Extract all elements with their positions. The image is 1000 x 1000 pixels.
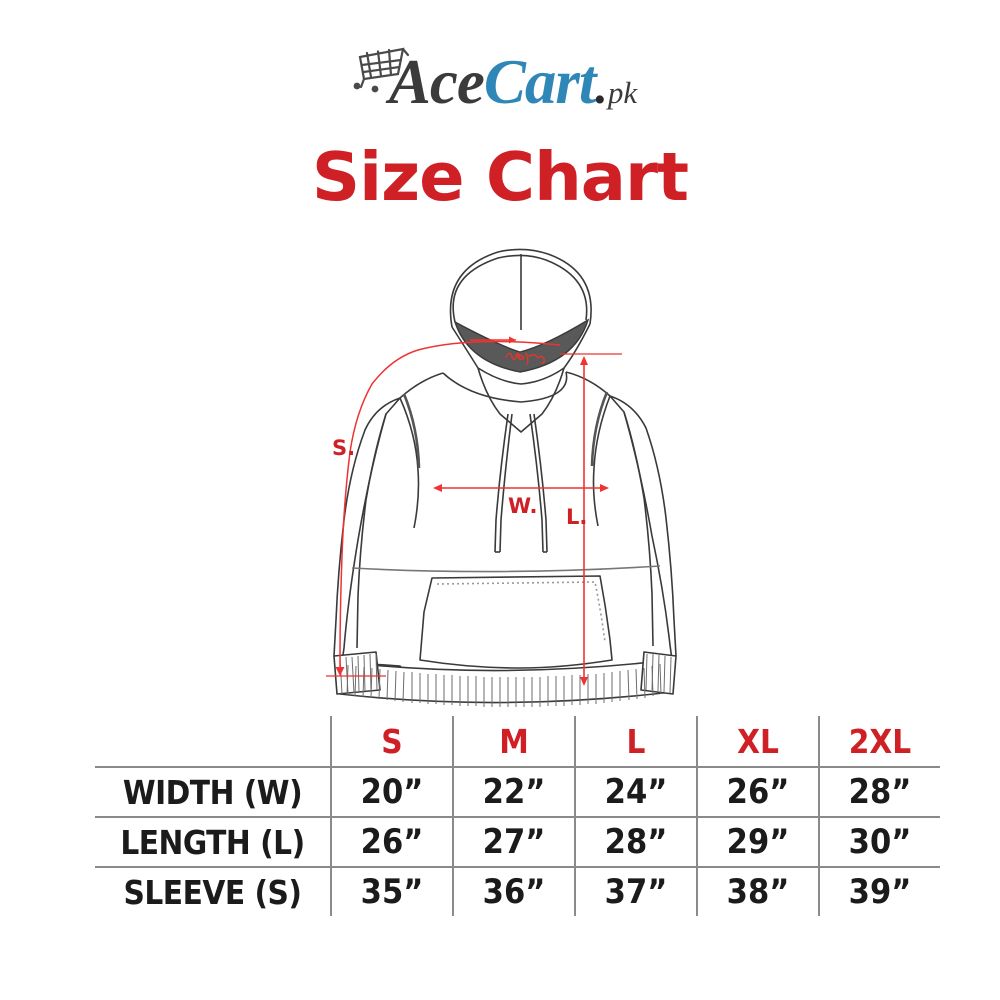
kangaroo-pocket xyxy=(419,575,613,669)
header-size-xl: XL xyxy=(696,716,819,768)
left-shoulder-shade xyxy=(402,393,421,469)
right-cuff xyxy=(640,651,677,695)
cart-wheel-left-icon xyxy=(353,82,361,90)
left-armhole-seam xyxy=(399,397,420,529)
header-size-2xl: 2XL xyxy=(818,716,940,768)
hood-interior-shape xyxy=(453,318,590,373)
cell-length-xl: 29” xyxy=(696,817,819,868)
cell-length-m: 27” xyxy=(452,817,575,868)
page-title: Size Chart xyxy=(311,138,689,216)
brand-logo: Ace Cart . pk xyxy=(0,44,1000,120)
hem-ribbing-block xyxy=(339,659,673,704)
left-sleeve-outline xyxy=(333,397,401,663)
width-arrow-right xyxy=(600,484,609,492)
cell-sleeve-s: 35” xyxy=(330,867,453,916)
brand-ace-text: Ace xyxy=(388,47,485,117)
left-sleeve-inner-seam xyxy=(356,413,387,649)
sleeve-measure-line xyxy=(326,340,561,677)
measurement-overlay xyxy=(326,336,622,686)
length-arrow-top xyxy=(580,356,588,365)
label-sleeve: S. xyxy=(332,436,355,460)
length-measure-line xyxy=(560,353,622,686)
cart-wheel-right-icon xyxy=(371,85,379,93)
cell-width-xl: 26” xyxy=(696,767,819,818)
row-label-length: LENGTH (L) xyxy=(95,817,331,868)
brand-cart-text: Cart xyxy=(483,47,597,117)
brand-dot: . xyxy=(595,58,608,114)
cell-sleeve-l: 37” xyxy=(574,867,697,916)
hood-outer-outline xyxy=(449,248,592,328)
brand-pk-text: pk xyxy=(607,75,638,110)
width-measure-line xyxy=(433,484,609,492)
header-size-m: M xyxy=(452,716,575,768)
left-cuff xyxy=(333,651,381,695)
right-armhole-seam xyxy=(592,395,611,527)
cell-width-l: 24” xyxy=(574,767,697,818)
hem-rib-lines xyxy=(346,663,662,707)
pocket-stitch xyxy=(436,581,606,643)
size-table: S M L XL 2XL WIDTH (W) 20” 22” 24” 26” 2… xyxy=(95,716,940,916)
hood-arrow xyxy=(470,336,516,344)
drawstring-left-b xyxy=(499,413,513,553)
header-size-s: S xyxy=(330,716,453,768)
collar-lower-edge xyxy=(442,371,568,403)
drawstring-right xyxy=(533,413,548,553)
cell-sleeve-xl: 38” xyxy=(696,867,819,916)
cuff-rib-lines xyxy=(339,653,672,695)
size-table-grid: S M L XL 2XL WIDTH (W) 20” 22” 24” 26” 2… xyxy=(95,716,940,916)
label-width: W. xyxy=(508,494,537,518)
row-label-width: WIDTH (W) xyxy=(95,767,331,818)
row-label-sleeve: SLEEVE (S) xyxy=(123,872,302,912)
table-corner-cell xyxy=(95,716,331,768)
right-sleeve-outline xyxy=(609,395,677,661)
table-row-length: LENGTH (L) 26” 27” 28” 29” 30” xyxy=(95,817,940,868)
cell-length-2xl: 30” xyxy=(818,817,940,868)
cell-sleeve-2xl: 39” xyxy=(818,867,940,916)
right-sleeve-inner-seam xyxy=(623,411,654,647)
drawstring-right-b xyxy=(529,413,544,553)
cell-width-2xl: 28” xyxy=(818,767,940,818)
cell-width-m: 22” xyxy=(452,767,575,818)
hoodie-body-outline xyxy=(341,371,673,678)
hood-inner-line xyxy=(452,254,588,323)
cell-length-s: 26” xyxy=(330,817,453,868)
table-row-sleeve: SLEEVE (S) 35” 36” 37” 38” 39” xyxy=(95,867,940,916)
cell-sleeve-m: 36” xyxy=(452,867,575,916)
shopping-cart-icon xyxy=(353,47,409,93)
cell-length-l: 28” xyxy=(574,817,697,868)
right-shoulder-shade xyxy=(590,391,609,467)
length-arrow-bottom xyxy=(580,677,588,686)
sleeve-arrow-head xyxy=(335,667,345,676)
cell-width-s: 20” xyxy=(330,767,453,818)
width-arrow-left xyxy=(433,484,442,492)
pocket-top-seam xyxy=(351,565,661,573)
table-header-row: S M L XL 2XL xyxy=(95,716,940,768)
header-size-l: L xyxy=(574,716,697,768)
drawstring-left xyxy=(494,413,509,553)
collar-v-opening xyxy=(477,367,565,433)
hood-band xyxy=(451,323,591,385)
label-length: L. xyxy=(566,505,587,529)
collar-script-logo xyxy=(505,352,545,365)
table-row-width: WIDTH (W) 20” 22” 24” 26” 28” xyxy=(95,767,940,818)
